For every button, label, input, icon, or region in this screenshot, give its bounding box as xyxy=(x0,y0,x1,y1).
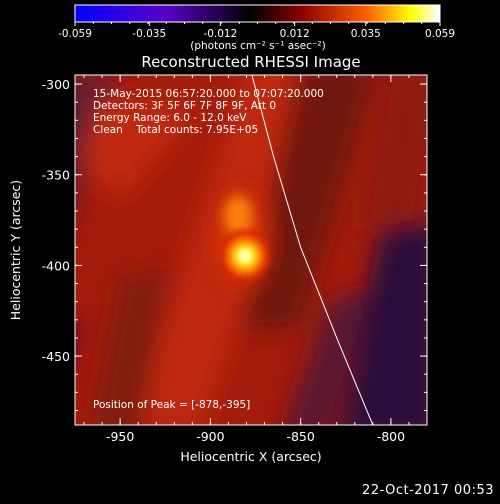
peak-position-label: Position of Peak = [-878,-395] xyxy=(93,399,250,411)
y-tick-label: -350 xyxy=(42,168,70,183)
colorbar-tick-label: 0.012 xyxy=(280,28,310,40)
timestamp: 22-Oct-2017 00:53 xyxy=(362,483,494,498)
observation-info: 15-May-2015 06:57:20.000 to 07:07:20.000… xyxy=(93,88,324,136)
colorbar-tick-label: 0.035 xyxy=(351,28,381,40)
y-tick-label: -400 xyxy=(42,258,70,273)
x-tick-label: -800 xyxy=(377,429,405,444)
colorbar-tick-label: -0.035 xyxy=(132,28,166,40)
solar-limb-curve xyxy=(251,75,374,425)
heatmap-image xyxy=(75,75,427,425)
annotation-energy-range: Energy Range: 6.0 - 12.0 keV xyxy=(93,112,247,124)
annotation-time-range: 15-May-2015 06:57:20.000 to 07:07:20.000 xyxy=(93,88,324,100)
x-tick-label: -900 xyxy=(196,429,224,444)
y-tick-label: -300 xyxy=(42,77,70,92)
annotation-clean-counts: Clean Total counts: 7.95E+05 xyxy=(93,124,258,136)
colorbar xyxy=(74,4,441,23)
colorbar-tick-label: -0.059 xyxy=(58,28,92,40)
x-tick-label: -950 xyxy=(106,429,134,444)
y-axis-label: Heliocentric Y (arcsec) xyxy=(8,180,23,320)
x-tick-label: -850 xyxy=(286,429,314,444)
colorbar-ticks: -0.059 -0.035 -0.012 0.012 0.035 0.059 xyxy=(58,22,455,40)
plot-frame xyxy=(74,74,428,426)
colorbar-tick-label: 0.059 xyxy=(425,28,455,40)
colorbar-unit-label: (photons cm⁻² s⁻¹ asec⁻²) xyxy=(190,40,325,52)
annotation-detectors: Detectors: 3F 5F 6F 7F 8F 9F, Att 0 xyxy=(93,100,276,112)
axis-ticks: -950 -900 -850 -800 -300 -350 -400 -450 xyxy=(42,75,428,444)
x-axis-label: Heliocentric X (arcsec) xyxy=(180,449,321,464)
chart-title: Reconstructed RHESSI Image xyxy=(141,53,360,71)
y-tick-label: -450 xyxy=(42,349,70,364)
colorbar-tick-label: -0.012 xyxy=(203,28,237,40)
